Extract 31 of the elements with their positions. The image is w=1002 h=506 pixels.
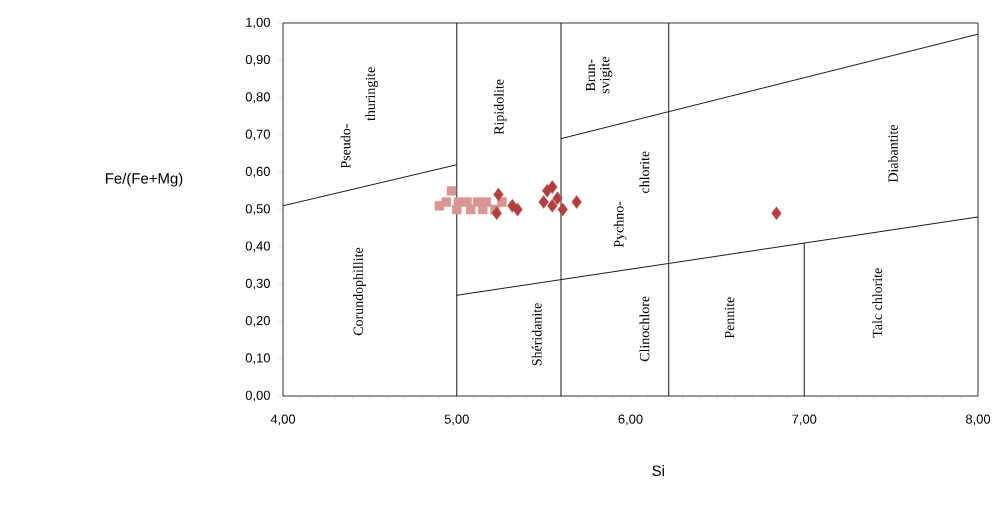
y-tick-label: 0,90: [245, 54, 270, 66]
annotation: Ripidolite: [493, 79, 507, 135]
annotation: Corundophillite: [353, 247, 366, 336]
y-tick-label: 1,00: [246, 17, 270, 29]
y-tick-label: 0,80: [245, 92, 270, 103]
annotation: Brun-: [585, 59, 596, 92]
annotation: Clinochlore: [639, 296, 650, 362]
x-tick-label: 8,00: [965, 414, 991, 426]
annotation: chlorite: [639, 151, 650, 193]
y-tick-label: 0,30: [245, 278, 270, 290]
y-axis-title: Fe/(Fe+Mg): [105, 172, 183, 187]
x-tick-label: 4,00: [270, 414, 296, 426]
annotation: svigite: [600, 57, 613, 94]
annotation: Pychno-: [613, 201, 627, 248]
x-tick-label: 7,00: [792, 414, 817, 426]
annotation: Talc chlorite: [872, 268, 883, 338]
annotation: Pennite: [724, 297, 735, 339]
annotation: Pseudo-: [340, 124, 351, 169]
x-axis-title: Si: [652, 465, 664, 477]
annotation: Diabantite: [887, 124, 898, 183]
annotation: thuringite: [365, 67, 378, 121]
x-tick-label: 5,00: [444, 414, 469, 426]
y-tick-label: 0,00: [245, 390, 270, 402]
y-tick-label: 0,50: [245, 204, 270, 215]
y-tick-label: 0,70: [245, 129, 270, 141]
y-tick-label: 0,20: [245, 316, 270, 327]
y-tick-label: 0,10: [245, 353, 270, 365]
y-tick-label: 0,40: [245, 241, 270, 253]
x-tick-label: 6,00: [618, 414, 643, 426]
y-tick-label: 0,60: [245, 166, 270, 178]
annotation: Shéridanite: [531, 303, 542, 366]
